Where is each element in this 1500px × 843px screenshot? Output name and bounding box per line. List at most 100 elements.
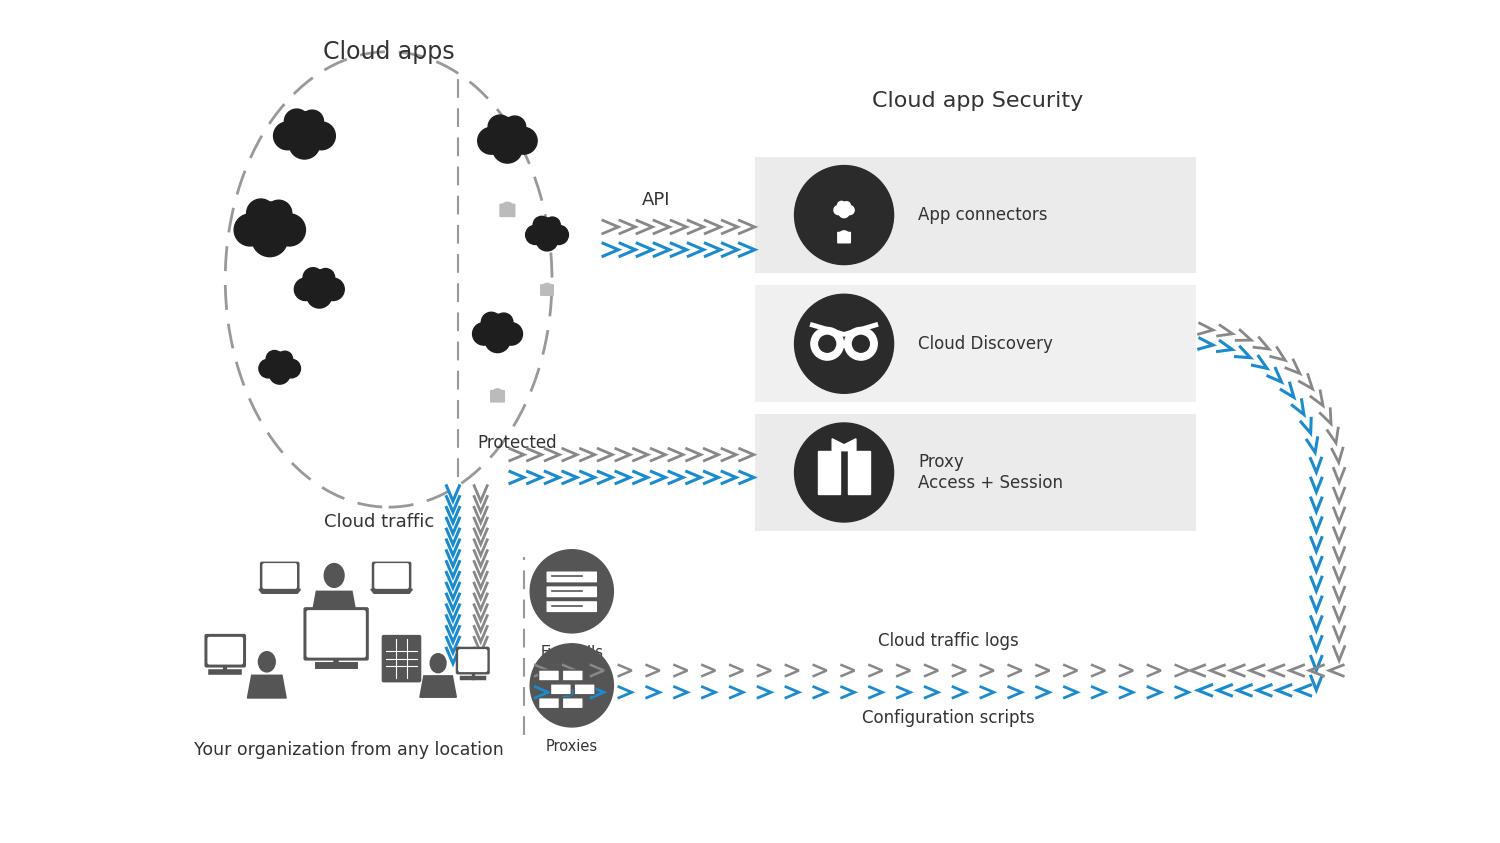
Circle shape (484, 328, 510, 352)
Circle shape (534, 218, 560, 244)
Circle shape (795, 294, 894, 394)
Circle shape (839, 202, 850, 215)
Ellipse shape (430, 653, 445, 673)
FancyBboxPatch shape (456, 647, 490, 674)
FancyBboxPatch shape (500, 203, 516, 217)
Circle shape (304, 270, 334, 301)
Text: Protected: Protected (477, 434, 556, 452)
Circle shape (290, 128, 320, 159)
Text: Your organization from any location: Your organization from any location (194, 741, 504, 759)
Circle shape (260, 359, 278, 378)
Circle shape (322, 278, 345, 301)
Text: Cloud apps: Cloud apps (322, 40, 454, 64)
Circle shape (273, 214, 306, 246)
FancyBboxPatch shape (562, 670, 584, 681)
Circle shape (302, 110, 324, 132)
FancyBboxPatch shape (574, 684, 596, 695)
Circle shape (482, 312, 501, 332)
Circle shape (844, 206, 853, 215)
Polygon shape (248, 675, 286, 698)
Circle shape (273, 122, 302, 150)
Circle shape (795, 165, 894, 265)
Circle shape (492, 133, 522, 163)
FancyBboxPatch shape (306, 610, 366, 658)
Circle shape (488, 115, 512, 139)
Circle shape (308, 122, 336, 150)
Circle shape (316, 269, 334, 287)
Polygon shape (833, 439, 856, 451)
Circle shape (795, 423, 894, 522)
FancyBboxPatch shape (546, 572, 597, 583)
Circle shape (544, 217, 560, 233)
Circle shape (549, 225, 568, 244)
Text: Cloud traffic: Cloud traffic (324, 513, 435, 531)
Circle shape (267, 352, 292, 378)
Text: App connectors: App connectors (918, 206, 1048, 224)
Circle shape (246, 199, 274, 228)
Circle shape (852, 336, 870, 352)
Ellipse shape (324, 564, 344, 588)
Circle shape (812, 327, 843, 360)
Polygon shape (312, 591, 357, 618)
Circle shape (834, 206, 843, 215)
Circle shape (843, 201, 850, 209)
Circle shape (532, 217, 550, 234)
Text: Proxy
Access + Session: Proxy Access + Session (918, 453, 1064, 492)
Circle shape (282, 359, 300, 378)
FancyBboxPatch shape (381, 635, 422, 682)
Circle shape (537, 229, 558, 251)
Text: Cloud app Security: Cloud app Security (871, 91, 1083, 111)
Polygon shape (819, 451, 840, 494)
Circle shape (234, 214, 266, 246)
Polygon shape (260, 589, 300, 593)
Text: Configuration scripts: Configuration scripts (861, 709, 1035, 727)
Circle shape (285, 111, 324, 150)
FancyBboxPatch shape (372, 561, 411, 591)
Circle shape (837, 201, 846, 209)
FancyBboxPatch shape (262, 563, 297, 588)
Circle shape (477, 127, 504, 154)
FancyBboxPatch shape (490, 390, 506, 403)
FancyBboxPatch shape (207, 636, 243, 664)
Circle shape (303, 268, 322, 287)
Polygon shape (370, 589, 413, 593)
Circle shape (489, 117, 525, 154)
Circle shape (525, 225, 544, 244)
Circle shape (266, 351, 284, 368)
Circle shape (308, 283, 332, 308)
Circle shape (278, 352, 292, 367)
FancyBboxPatch shape (546, 601, 597, 612)
Circle shape (482, 314, 513, 345)
Circle shape (504, 116, 525, 138)
Circle shape (270, 363, 290, 384)
Circle shape (500, 323, 522, 345)
Circle shape (472, 323, 495, 345)
FancyBboxPatch shape (754, 157, 1196, 273)
Circle shape (839, 207, 849, 217)
Circle shape (252, 221, 288, 256)
Text: Proxies: Proxies (546, 739, 598, 754)
Circle shape (510, 127, 537, 154)
Circle shape (844, 327, 877, 360)
Text: Cloud traffic logs: Cloud traffic logs (878, 631, 1019, 650)
FancyBboxPatch shape (260, 561, 300, 591)
Text: API: API (642, 191, 670, 209)
Polygon shape (847, 451, 870, 494)
Polygon shape (420, 676, 456, 697)
FancyBboxPatch shape (754, 414, 1196, 531)
Circle shape (294, 278, 316, 301)
FancyBboxPatch shape (303, 607, 369, 661)
Circle shape (530, 550, 614, 633)
Ellipse shape (258, 652, 274, 672)
FancyBboxPatch shape (538, 670, 560, 681)
Circle shape (530, 644, 614, 727)
Circle shape (248, 202, 292, 246)
Circle shape (819, 336, 836, 352)
Text: Firewalls: Firewalls (540, 645, 603, 660)
FancyBboxPatch shape (837, 232, 850, 244)
FancyBboxPatch shape (458, 649, 488, 672)
FancyBboxPatch shape (754, 286, 1196, 402)
FancyBboxPatch shape (204, 634, 246, 668)
FancyBboxPatch shape (562, 698, 584, 709)
Text: Cloud Discovery: Cloud Discovery (918, 335, 1053, 352)
